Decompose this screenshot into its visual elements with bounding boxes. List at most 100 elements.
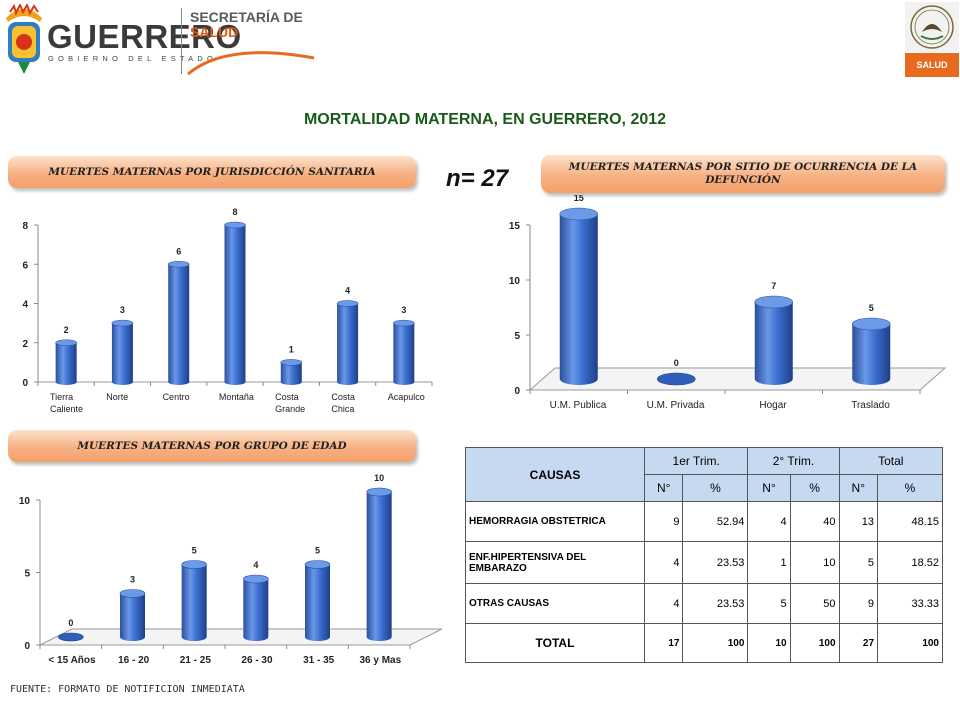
table-subheader: % (682, 474, 749, 502)
x-tick-label: Costa (331, 392, 355, 402)
x-tick-label: Centro (163, 392, 190, 402)
x-tick-label: U.M. Privada (647, 400, 705, 411)
seal-box (905, 2, 959, 52)
bar (305, 564, 330, 641)
x-tick-label: Montaña (219, 392, 254, 402)
bar-top (559, 207, 599, 221)
x-tick-label: Chica (331, 404, 354, 414)
table-header-group: Total (838, 447, 944, 475)
x-tick-label: 26 - 30 (241, 655, 273, 666)
salud-swoosh-icon (187, 51, 315, 76)
data-label: 6 (176, 246, 181, 256)
bar (120, 593, 145, 641)
x-tick-label: < 15 Años (48, 655, 96, 666)
table-cell-cause: HEMORRAGIA OBSTETRICA (465, 501, 645, 542)
table-header-causas: CAUSAS (465, 447, 645, 502)
table-row: OTRAS CAUSAS 4 23.53 5 50 9 33.33 (465, 583, 943, 624)
data-label: 0 (674, 358, 679, 368)
table-subheader: N° (838, 474, 879, 502)
bar-top (181, 560, 207, 569)
table-cell-total-label: TOTAL (465, 623, 645, 663)
table-cell: 23.53 (682, 541, 749, 584)
y-tick-label: 6 (22, 260, 28, 271)
chart-floor (528, 367, 947, 391)
bar (55, 342, 77, 385)
table-cell: 100 (682, 623, 749, 663)
bar (366, 492, 392, 641)
brand-subtitle: GOBIERNO DEL ESTADO (48, 54, 217, 63)
chart-title-sitio: MUERTES MATERNAS POR SITIO DE OCURRENCIA… (541, 155, 945, 193)
table-cell: 48.15 (877, 501, 943, 542)
data-label: 3 (120, 305, 125, 315)
table-cell: 4 (747, 501, 791, 542)
y-tick-label: 15 (509, 221, 521, 232)
x-tick-label: 21 - 25 (180, 655, 212, 666)
bar (111, 323, 133, 385)
x-tick-label: U.M. Publica (550, 400, 607, 411)
bar-top (55, 339, 77, 347)
page-header: GUERRERO GOBIERNO DEL ESTADO SECRETARÍA … (0, 0, 960, 88)
sample-size-label: n= 27 (446, 165, 509, 192)
table-cell: 23.53 (682, 583, 749, 624)
y-tick-label: 0 (24, 641, 30, 652)
table-total-row: TOTAL 17 100 10 100 27 100 (465, 623, 943, 663)
y-tick-label: 4 (22, 300, 28, 311)
data-label: 7 (771, 281, 776, 291)
table-cell: 100 (789, 623, 840, 663)
table-cell: 10 (789, 541, 840, 584)
bar (852, 324, 891, 385)
table-cell: 9 (838, 583, 879, 624)
brand-name: GUERRERO (47, 18, 242, 55)
table-row: HEMORRAGIA OBSTETRICA 9 52.94 4 40 13 48… (465, 501, 943, 542)
data-label: 8 (232, 207, 237, 217)
x-tick-label: Hogar (759, 400, 787, 411)
table-cell: 52.94 (682, 501, 749, 542)
mexico-seal-icon (910, 5, 954, 49)
bar-base (58, 632, 84, 642)
x-tick-label: Tierra (50, 392, 73, 402)
table-cell: 50 (789, 583, 840, 624)
y-tick-label: 5 (24, 569, 30, 580)
y-tick-label: 5 (514, 331, 520, 342)
bar-top (224, 221, 246, 229)
table-subheader: N° (643, 474, 684, 502)
source-note: FUENTE: FORMATO DE NOTIFICION INMEDIATA (10, 684, 245, 695)
bar-top (336, 300, 359, 307)
bar-top (754, 295, 794, 309)
bar (754, 302, 793, 385)
data-label: 10 (374, 473, 384, 483)
salud-tab: SALUD (905, 53, 959, 77)
secretaria-label: SECRETARÍA DE (190, 9, 303, 25)
bar-top (851, 317, 891, 331)
data-label: 0 (68, 618, 73, 628)
data-label: 1 (289, 344, 294, 354)
x-tick-label: Grande (275, 404, 305, 414)
table-cell: 33.33 (877, 583, 943, 624)
x-tick-label: Costa (275, 392, 299, 402)
bar-top (366, 487, 392, 497)
bar-top (119, 589, 146, 598)
table-header-group: 2° Trim. (747, 447, 840, 475)
chart-edad: 0 5 10 0 < 15 Años 3 16 - 20 5 21 - 25 4 26 - 30 5 3… (19, 473, 443, 666)
data-label: 5 (192, 546, 197, 556)
table-cell: 5 (747, 583, 791, 624)
chart-jurisdiccion: 0 2 4 6 8 2 Tierra Caliente 3 Norte 6 Centro 8 Montañ… (22, 207, 433, 414)
bar (559, 214, 598, 385)
x-tick-label: Traslado (851, 400, 890, 411)
y-tick-label: 0 (514, 386, 520, 397)
causes-table: CAUSAS 1er Trim. 2° Trim. Total N° % N° … (465, 447, 944, 663)
table-cell: 4 (643, 583, 684, 624)
x-tick-label: 31 - 35 (303, 655, 335, 666)
table-cell: 9 (643, 501, 684, 542)
salud-label: SALUD (190, 24, 239, 40)
table-cell: 27 (838, 623, 879, 663)
table-cell: 1 (747, 541, 791, 584)
x-tick-label: Norte (106, 392, 128, 402)
data-label: 3 (130, 575, 135, 585)
bar-top (167, 260, 190, 268)
data-label: 5 (315, 546, 320, 556)
table-header-group: 1er Trim. (643, 447, 749, 475)
bar (393, 323, 415, 385)
table-subheader: % (877, 474, 943, 502)
table-subheader: % (789, 474, 840, 502)
